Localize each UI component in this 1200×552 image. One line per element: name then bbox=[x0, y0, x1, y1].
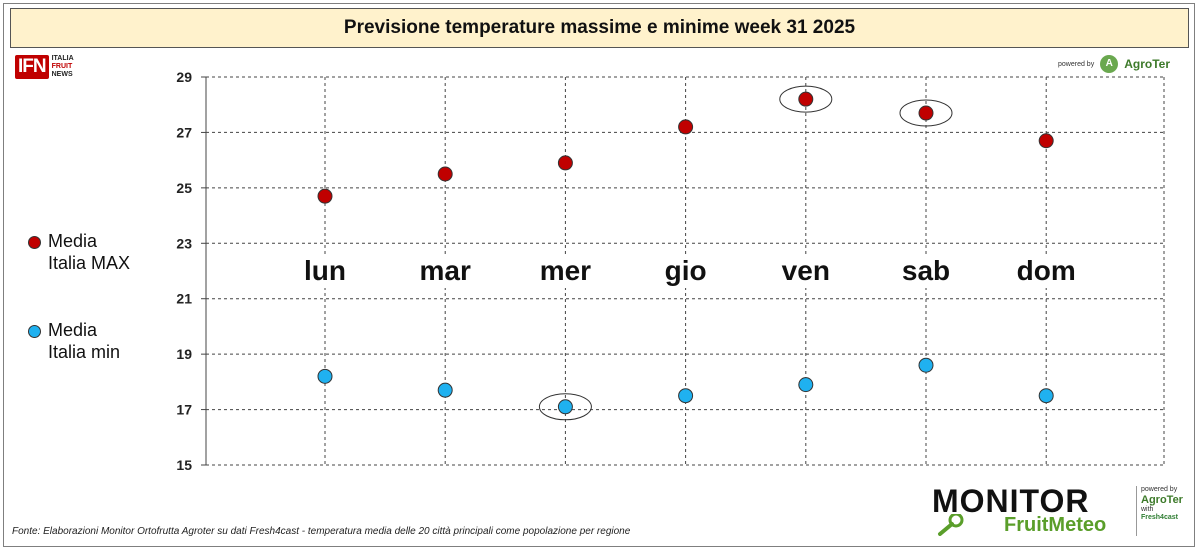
agroter-bottom-name: AgroTer bbox=[1141, 494, 1183, 506]
category-label-bg bbox=[1006, 254, 1087, 288]
agroter-logo-bottom: powered by AgroTer with Fresh4cast bbox=[1136, 486, 1192, 536]
ifn-badge: IFN bbox=[15, 55, 49, 79]
legend-min-line2: Italia min bbox=[48, 342, 121, 362]
y-tick-label: 21 bbox=[176, 291, 192, 307]
source-note: Fonte: Elaborazioni Monitor Ortofrutta A… bbox=[12, 526, 631, 537]
agroter-leaf-icon: A bbox=[1100, 55, 1119, 73]
data-point bbox=[678, 119, 694, 135]
category-label-bg bbox=[886, 254, 966, 288]
x-category-label: ven bbox=[782, 255, 830, 286]
y-tick-label: 27 bbox=[176, 124, 192, 140]
highlight-ellipse bbox=[779, 85, 833, 113]
powered-by-label: powered by bbox=[1058, 60, 1095, 68]
category-label-bg bbox=[285, 254, 365, 288]
fresh4cast-name: Fresh4cast bbox=[1141, 514, 1178, 521]
ifn-logo: IFN ITALIA FRUIT NEWS bbox=[15, 54, 74, 80]
y-tick-label: 15 bbox=[176, 457, 192, 473]
legend-item-max: Media Italia MAX bbox=[28, 230, 130, 274]
highlight-ellipse bbox=[899, 99, 953, 127]
data-point bbox=[918, 105, 934, 121]
legend-marker-max bbox=[28, 236, 41, 249]
y-tick-label: 29 bbox=[176, 69, 192, 85]
category-label-bg bbox=[765, 254, 846, 288]
data-point bbox=[798, 91, 814, 107]
category-label-bg bbox=[405, 254, 486, 288]
agroter-name: AgroTer bbox=[1124, 57, 1170, 71]
fruitmeteo-word: FruitMeteo bbox=[1004, 514, 1107, 536]
data-point bbox=[1038, 133, 1054, 149]
data-point bbox=[557, 399, 573, 415]
ifn-line2: FRUIT bbox=[51, 63, 73, 70]
data-point bbox=[678, 388, 694, 404]
legend-max-line1: Media bbox=[48, 231, 98, 251]
legend-min-line1: Media bbox=[48, 320, 98, 340]
data-point bbox=[437, 166, 453, 182]
chart-title-text: Previsione temperature massime e minime … bbox=[343, 17, 856, 38]
x-category-label: sab bbox=[902, 255, 950, 286]
category-label-bg bbox=[525, 254, 606, 288]
legend-label-max: Media Italia MAX bbox=[48, 230, 130, 274]
data-point bbox=[437, 382, 453, 398]
legend-label-min: Media Italia min bbox=[48, 319, 120, 363]
ifn-line1: ITALIA bbox=[51, 55, 74, 62]
chart-frame bbox=[3, 3, 1195, 547]
data-point bbox=[918, 357, 934, 373]
data-point bbox=[798, 377, 814, 393]
legend-marker-min bbox=[28, 325, 41, 338]
x-category-label: mer bbox=[540, 255, 591, 286]
y-tick-label: 25 bbox=[176, 180, 192, 196]
magnifier-icon bbox=[938, 514, 964, 536]
y-tick-label: 23 bbox=[176, 235, 192, 251]
legend-max-line2: Italia MAX bbox=[48, 253, 131, 273]
ifn-logo-text: ITALIA FRUIT NEWS bbox=[52, 55, 74, 79]
y-tick-label: 19 bbox=[176, 346, 192, 362]
y-tick-label: 17 bbox=[176, 402, 192, 418]
x-category-label: lun bbox=[304, 255, 346, 286]
powered-by-bottom-label: powered by bbox=[1141, 486, 1178, 493]
data-point bbox=[317, 188, 333, 204]
data-point bbox=[1038, 388, 1054, 404]
monitor-word: MONITOR bbox=[932, 483, 1090, 519]
highlight-ellipse bbox=[538, 393, 592, 421]
monitor-fruitmeteo-logo: MONITOR FruitMeteo bbox=[932, 484, 1132, 540]
with-label: with bbox=[1141, 506, 1154, 513]
category-label-bg bbox=[645, 254, 726, 288]
agroter-logo-top: powered by A AgroTer bbox=[1058, 52, 1170, 76]
data-point bbox=[557, 155, 573, 171]
x-category-label: gio bbox=[665, 255, 707, 286]
data-point bbox=[317, 368, 333, 384]
chart-title: Previsione temperature massime e minime … bbox=[10, 8, 1189, 48]
legend-item-min: Media Italia min bbox=[28, 319, 120, 363]
x-category-label: dom bbox=[1017, 255, 1076, 286]
ifn-line3: NEWS bbox=[51, 71, 73, 78]
x-category-label: mar bbox=[420, 255, 471, 286]
